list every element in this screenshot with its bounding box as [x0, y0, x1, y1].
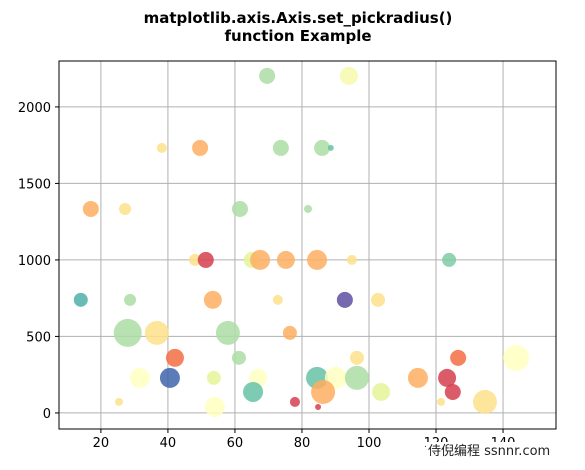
bubble — [73, 292, 88, 307]
bubble — [503, 344, 530, 371]
bubble — [159, 367, 180, 388]
bubble — [272, 139, 289, 156]
bubble — [197, 251, 214, 268]
bubble — [336, 291, 353, 308]
bubble — [450, 349, 467, 366]
bubble — [114, 397, 123, 406]
bubble — [276, 250, 295, 269]
bubble — [307, 249, 328, 270]
bubble — [289, 396, 300, 407]
bubble — [346, 254, 357, 265]
x-tick-label: 60 — [227, 436, 244, 451]
bubble — [215, 320, 240, 345]
bubble — [113, 318, 142, 347]
y-tick-label: 2000 — [18, 101, 51, 116]
bubble — [189, 253, 202, 266]
bubble — [327, 144, 334, 151]
bubble — [339, 66, 358, 85]
bubble — [272, 294, 283, 305]
bubble — [231, 350, 246, 365]
bubble — [231, 200, 248, 217]
bubble — [282, 325, 297, 340]
bubble — [156, 142, 167, 153]
bubble — [206, 370, 221, 385]
y-tick-label: 1000 — [18, 254, 51, 269]
bubble — [304, 204, 313, 213]
y-tick-label: 0 — [43, 407, 51, 422]
bubble — [407, 367, 428, 388]
bubble — [82, 200, 99, 217]
bubble — [444, 383, 461, 400]
watermark: 侍倪编程 ssnnr.com — [428, 444, 550, 459]
bubble — [311, 379, 336, 404]
bubble — [315, 403, 322, 410]
bubble — [472, 389, 497, 414]
bubble — [438, 368, 457, 387]
plot-frame — [58, 60, 557, 430]
watermark-bg — [426, 442, 553, 461]
bubble — [250, 249, 271, 270]
bubble — [129, 367, 150, 388]
x-tick-label: 40 — [160, 436, 177, 451]
x-tick-label: 80 — [294, 436, 311, 451]
chart-title: function Example — [224, 27, 371, 45]
x-tick-label: 20 — [93, 436, 110, 451]
plot-area: 204060801001201400500100015002000 — [18, 60, 557, 451]
bubble — [243, 381, 264, 402]
bubble — [371, 292, 386, 307]
bubble — [344, 365, 369, 390]
bubble — [259, 67, 276, 84]
chart-title: matplotlib.axis.Axis.set_pickradius() — [144, 9, 453, 27]
bubble — [144, 320, 169, 345]
bubble — [442, 252, 457, 267]
bubble — [203, 290, 222, 309]
bubble — [437, 397, 446, 406]
bubble — [204, 396, 225, 417]
bubble — [192, 139, 209, 156]
bubble — [119, 202, 132, 215]
x-tick-label: 100 — [357, 436, 382, 451]
y-tick-label: 1500 — [18, 177, 51, 192]
bubble — [372, 382, 391, 401]
bubble — [349, 350, 364, 365]
bubble — [124, 293, 137, 306]
bubble — [314, 139, 331, 156]
y-tick-label: 500 — [26, 330, 51, 345]
bubble — [165, 348, 184, 367]
